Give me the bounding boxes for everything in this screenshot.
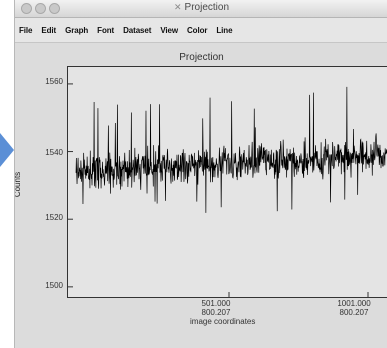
menu-edit[interactable]: Edit: [41, 25, 57, 35]
menu-dataset[interactable]: Dataset: [123, 25, 152, 35]
y-tick-label: 1540: [45, 148, 63, 157]
window-titlebar[interactable]: ✕ Projection: [15, 0, 387, 18]
plot-title: Projection: [179, 52, 224, 63]
projection-window: ✕ Projection File Edit Graph Font Dataset…: [14, 0, 387, 348]
x-tick-label: 501.000 800.207: [201, 299, 231, 317]
window-title: ✕ Projection: [173, 2, 229, 13]
menu-font[interactable]: Font: [97, 25, 115, 35]
projection-line-chart: [68, 83, 387, 297]
zoom-window-button[interactable]: [49, 3, 60, 14]
x11-icon: ✕: [173, 2, 182, 12]
y-tick-label: 1500: [45, 281, 63, 290]
minimize-window-button[interactable]: [35, 3, 46, 14]
close-window-button[interactable]: [21, 3, 32, 14]
left-arrow-icon: [0, 133, 14, 167]
menu-graph[interactable]: Graph: [65, 25, 89, 35]
menu-color[interactable]: Color: [187, 25, 208, 35]
menu-line[interactable]: Line: [216, 25, 233, 35]
y-tick-label: 1520: [45, 213, 63, 222]
y-tick-label: 1560: [45, 77, 63, 86]
menu-bar: File Edit Graph Font Dataset View Color …: [15, 18, 387, 43]
y-axis-label: Counts: [14, 171, 23, 198]
projection-series-line: [75, 86, 387, 213]
x-axis-label: image coordinates: [190, 317, 256, 326]
menu-view[interactable]: View: [160, 25, 178, 35]
x-tick-label: 1001.000 800.207: [337, 299, 371, 317]
menu-file[interactable]: File: [19, 25, 33, 35]
projection-plot-area[interactable]: [67, 66, 387, 298]
